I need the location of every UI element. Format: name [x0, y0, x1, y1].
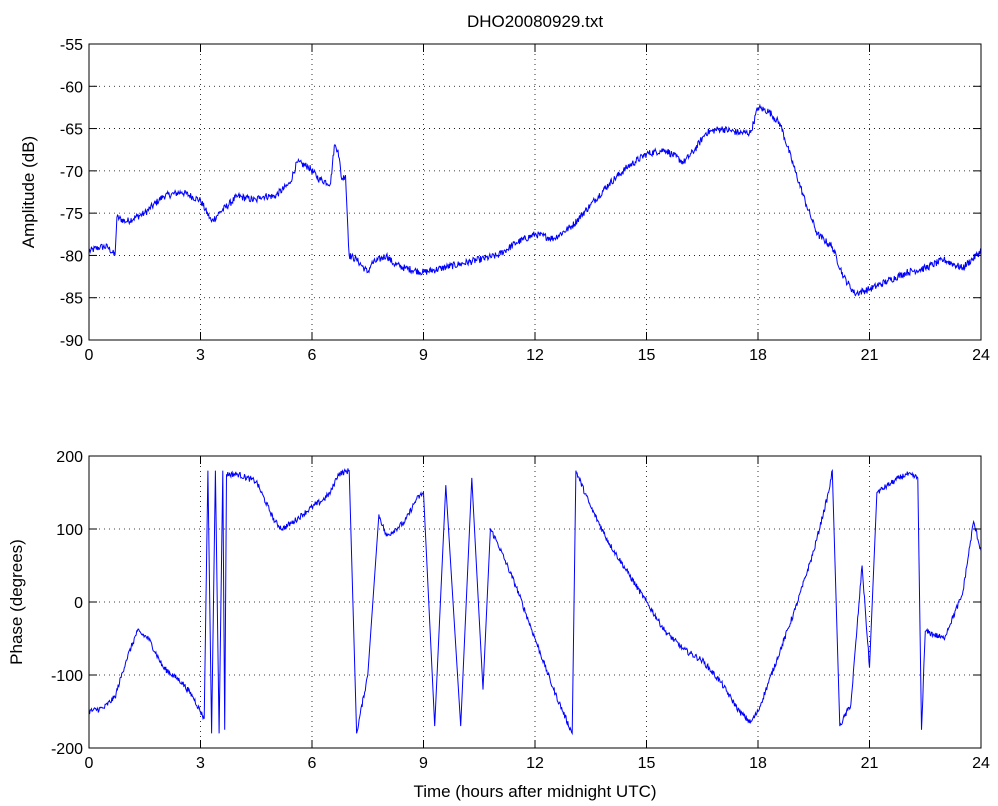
phase-xtick-label: 0 — [85, 755, 94, 772]
amplitude-ytick-label: -80 — [60, 248, 83, 265]
amplitude-ylabel: Amplitude (dB) — [19, 136, 38, 248]
amplitude-series-line — [88, 103, 982, 297]
amplitude-plot-area — [89, 44, 981, 340]
amplitude-xtick-label: 18 — [749, 347, 767, 364]
amplitude-ytick-label: -90 — [60, 333, 83, 350]
phase-series — [88, 468, 982, 736]
amplitude-series — [88, 103, 982, 297]
phase-ytick-label: -200 — [51, 741, 83, 758]
amplitude-xtick-label: 15 — [638, 347, 656, 364]
amplitude-ytick-label: -75 — [60, 206, 83, 223]
amplitude-grid — [89, 44, 981, 340]
amplitude-xtick-label: 21 — [861, 347, 879, 364]
phase-ticks: 0 3 6 9 12 15 18 21 24 -200 -100 0 100 200 — [51, 449, 990, 772]
amplitude-ytick-label: -65 — [60, 122, 83, 139]
amplitude-ticks: 0 3 6 9 12 15 18 21 24 -90 -85 -80 -75 -70 -65 -60 -55 — [60, 37, 990, 364]
phase-plot: 0 3 6 9 12 15 18 21 24 -200 -100 0 100 200 Time (hour… — [7, 449, 990, 801]
phase-ytick-label: -100 — [51, 668, 83, 685]
amplitude-ytick-label: -70 — [60, 164, 83, 181]
phase-xtick-label: 6 — [308, 755, 317, 772]
amplitude-xtick-label: 12 — [526, 347, 544, 364]
amplitude-ytick-label: -55 — [60, 37, 83, 54]
phase-xtick-label: 15 — [638, 755, 656, 772]
phase-xlabel: Time (hours after midnight UTC) — [413, 782, 656, 801]
phase-series-line — [88, 468, 982, 736]
phase-xtick-label: 18 — [749, 755, 767, 772]
phase-xtick-label: 12 — [526, 755, 544, 772]
amplitude-xtick-label: 24 — [972, 347, 990, 364]
phase-ylabel: Phase (degrees) — [7, 539, 26, 665]
phase-ytick-label: 0 — [74, 595, 83, 612]
amplitude-xtick-label: 0 — [85, 347, 94, 364]
amplitude-xtick-label: 6 — [308, 347, 317, 364]
phase-xtick-label: 9 — [419, 755, 428, 772]
phase-ytick-label: 100 — [56, 522, 83, 539]
amplitude-ytick-label: -85 — [60, 291, 83, 308]
phase-ytick-label: 200 — [56, 449, 83, 466]
phase-xtick-label: 21 — [861, 755, 879, 772]
amplitude-xtick-label: 9 — [419, 347, 428, 364]
phase-xtick-label: 3 — [196, 755, 205, 772]
phase-xtick-label: 24 — [972, 755, 990, 772]
amplitude-xtick-label: 3 — [196, 347, 205, 364]
amplitude-plot: 0 3 6 9 12 15 18 21 24 -90 -85 -80 -75 -70 -65 -60 -55 D… — [19, 12, 990, 364]
amplitude-title: DHO20080929.txt — [467, 12, 603, 31]
amplitude-ytick-label: -60 — [60, 79, 83, 96]
